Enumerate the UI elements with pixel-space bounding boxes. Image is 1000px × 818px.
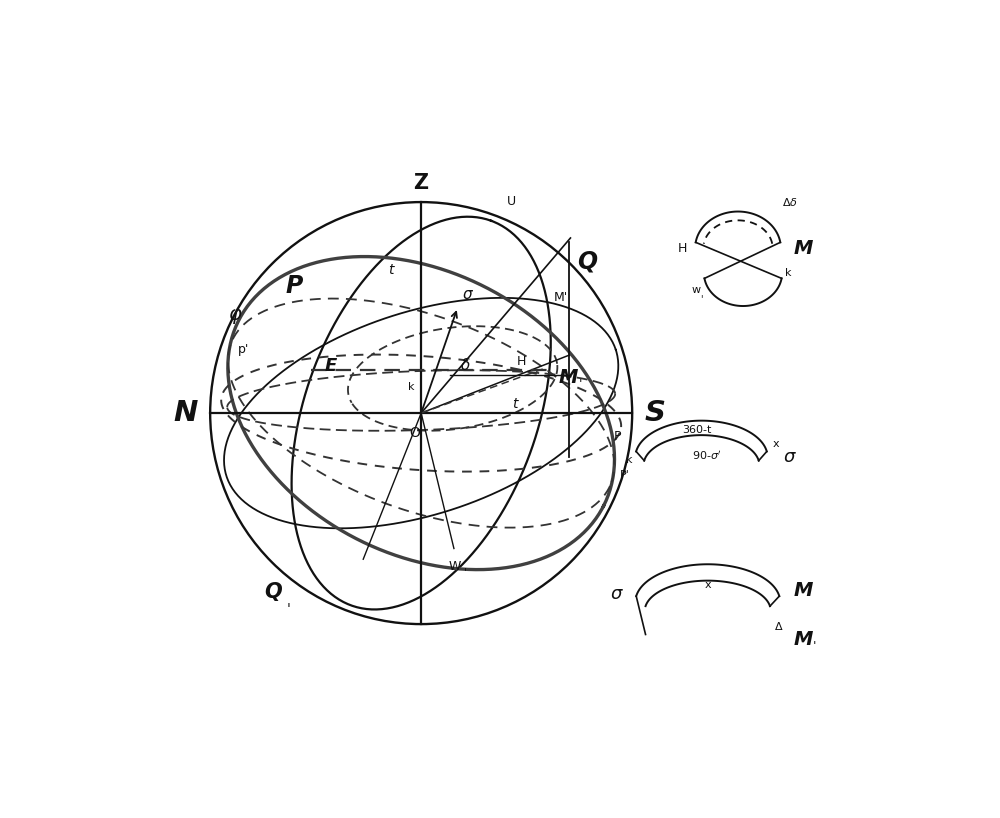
Text: ': ' [286,602,290,616]
Text: M: M [794,631,813,649]
Text: M: M [558,368,578,387]
Text: k: k [785,268,792,278]
Text: $\varphi$: $\varphi$ [228,307,243,326]
Text: S: S [645,399,666,427]
Text: k: k [408,382,415,392]
Text: E: E [325,357,337,375]
Text: ': ' [700,294,703,304]
Text: Q: Q [577,249,597,273]
Text: P: P [286,275,303,299]
Text: t: t [512,398,517,411]
Text: H: H [516,355,526,368]
Text: ': ' [464,568,467,578]
Text: M': M' [554,290,568,303]
Text: M: M [794,582,813,600]
Text: $\Delta$: $\Delta$ [774,620,783,632]
Text: $\delta$: $\delta$ [460,357,471,373]
Text: U: U [507,196,516,209]
Text: P': P' [620,470,630,480]
Text: $\sigma$: $\sigma$ [462,287,474,302]
Text: H: H [678,241,688,254]
Text: O: O [409,425,420,440]
Text: 90-$\sigma'$: 90-$\sigma'$ [692,449,721,462]
Text: x: x [773,439,779,449]
Text: w: w [692,285,701,294]
Text: P: P [614,429,621,443]
Text: $\sigma$: $\sigma$ [783,448,797,466]
Text: 360-t: 360-t [682,425,711,435]
Text: p': p' [238,344,250,357]
Text: M: M [793,239,813,258]
Text: Z: Z [414,173,429,193]
Text: x: x [704,580,711,590]
Text: k: k [626,455,632,465]
Text: t: t [388,263,394,276]
Text: ': ' [813,640,816,653]
Text: Q: Q [265,582,282,602]
Text: ': ' [579,378,582,391]
Text: $\Delta\delta$: $\Delta\delta$ [782,196,798,209]
Text: $\sigma$: $\sigma$ [610,586,624,604]
Text: W: W [449,560,461,573]
Text: N: N [173,399,198,427]
